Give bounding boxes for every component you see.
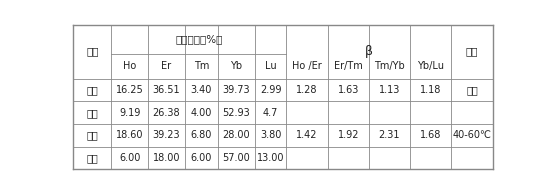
- Text: 4.00: 4.00: [190, 108, 212, 118]
- Text: β: β: [365, 45, 373, 58]
- Text: 26.38: 26.38: [153, 108, 181, 118]
- Text: 1.18: 1.18: [420, 85, 442, 95]
- Text: Ho: Ho: [123, 61, 136, 71]
- Text: 9.19: 9.19: [119, 108, 140, 118]
- Text: 28.00: 28.00: [222, 130, 250, 140]
- Text: Yb: Yb: [230, 61, 242, 71]
- Text: 52.93: 52.93: [222, 108, 250, 118]
- Text: 1.28: 1.28: [296, 85, 318, 95]
- Text: 水相: 水相: [87, 130, 98, 140]
- Text: 6.00: 6.00: [190, 153, 212, 163]
- Text: 1.42: 1.42: [296, 130, 318, 140]
- Text: 水相: 水相: [87, 85, 98, 95]
- Text: 18.60: 18.60: [116, 130, 144, 140]
- Text: 1.13: 1.13: [379, 85, 400, 95]
- Text: Er: Er: [161, 61, 172, 71]
- Text: 40-60℃: 40-60℃: [453, 130, 491, 140]
- Text: 4.7: 4.7: [263, 108, 278, 118]
- Text: Lu: Lu: [265, 61, 277, 71]
- Text: 36.51: 36.51: [153, 85, 181, 95]
- Text: 3.80: 3.80: [260, 130, 281, 140]
- Text: 2.31: 2.31: [379, 130, 400, 140]
- Text: 39.23: 39.23: [153, 130, 181, 140]
- Text: 名称: 名称: [86, 47, 99, 57]
- Text: 1.92: 1.92: [337, 130, 359, 140]
- Text: 39.73: 39.73: [222, 85, 250, 95]
- Text: 元素含量（%）: 元素含量（%）: [175, 34, 222, 44]
- Text: 2.99: 2.99: [260, 85, 282, 95]
- Text: 3.40: 3.40: [190, 85, 212, 95]
- Text: Tm: Tm: [194, 61, 209, 71]
- Text: 57.00: 57.00: [222, 153, 250, 163]
- Text: 6.80: 6.80: [190, 130, 212, 140]
- Text: 备注: 备注: [466, 47, 478, 57]
- Text: 有机: 有机: [87, 153, 98, 163]
- Text: Ho /Er: Ho /Er: [292, 61, 322, 71]
- Text: Tm/Yb: Tm/Yb: [374, 61, 405, 71]
- Text: 13.00: 13.00: [257, 153, 284, 163]
- Text: 1.63: 1.63: [337, 85, 359, 95]
- Text: 6.00: 6.00: [119, 153, 140, 163]
- Text: 有机: 有机: [87, 108, 98, 118]
- Text: Er/Tm: Er/Tm: [334, 61, 363, 71]
- Text: Yb/Lu: Yb/Lu: [417, 61, 444, 71]
- Text: 1.68: 1.68: [420, 130, 442, 140]
- Text: 18.00: 18.00: [153, 153, 181, 163]
- Text: 16.25: 16.25: [116, 85, 144, 95]
- Text: 常温: 常温: [466, 85, 478, 95]
